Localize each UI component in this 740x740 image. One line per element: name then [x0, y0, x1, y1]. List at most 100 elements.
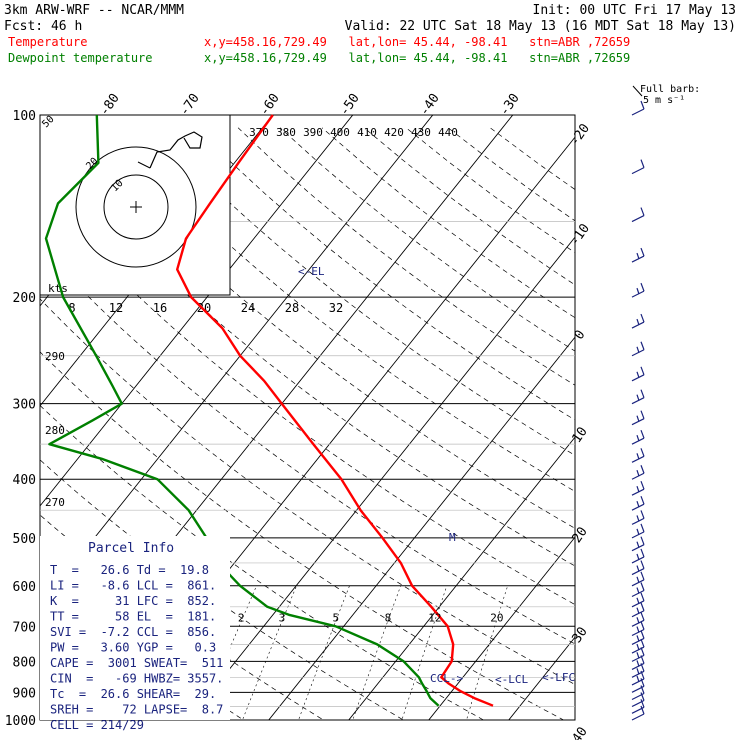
el-marker: <-EL [298, 265, 325, 278]
wind-barb [631, 313, 645, 329]
speed-axis-label: 8 [68, 301, 75, 315]
dry-adiabat [447, 127, 575, 222]
mixing-ratio-label: 20 [490, 611, 503, 624]
ccl-marker: CCL-> [430, 672, 463, 685]
parcel-info-title: Parcel Info [88, 541, 174, 556]
temperature-legend: Temperature [8, 35, 87, 49]
isotherm [268, 336, 575, 720]
pressure-label-700: 700 [13, 620, 36, 635]
parcel-info-panel: Parcel Info T = 26.6 Td = 19.8 LI = -8.6 … [40, 536, 230, 732]
wind-barb [631, 692, 645, 708]
isotherm [188, 236, 575, 720]
mixing-ratio-label: 3 [279, 611, 286, 624]
parcel-info-row: LI = -8.6 LCL = 861. [50, 579, 216, 593]
theta-side-label: 270 [45, 496, 65, 509]
mixing-ratio-label: 5 [332, 611, 339, 624]
mixing-ratio-line [298, 585, 350, 720]
dry-adiabat [405, 127, 575, 253]
parcel-info-row: PW = 3.60 YGP = 0.3 [50, 641, 216, 655]
parcel-info-row: CAPE = 3001 SWEAT= 511 [50, 656, 223, 670]
hodograph-speed-axis: 8 12 16 20 24 28 32 [68, 301, 343, 315]
wind-barb [631, 638, 645, 654]
dry-adiabat [40, 298, 575, 685]
mixing-ratio-labels: 2 3 5 8 12 20 [238, 611, 504, 624]
dry-adiabat [195, 127, 575, 421]
mixing-ratio-line [466, 585, 508, 720]
wind-barb [631, 207, 645, 223]
dry-adiabat [321, 127, 575, 319]
speed-axis-label: 28 [285, 301, 299, 315]
parcel-info-row: Tc = 26.6 SHEAR= 29. [50, 687, 216, 701]
temperature-location: x,y=458.16,729.49 lat,lon= 45.44, -98.41… [204, 35, 630, 49]
wind-barb [631, 602, 645, 618]
init-time: Init: 00 UTC Fri 17 May 13 [533, 3, 737, 18]
wind-barb [631, 621, 645, 637]
pressure-label-200: 200 [13, 291, 36, 306]
wind-barb [631, 647, 645, 662]
wind-barb [631, 448, 645, 463]
dewpoint-legend: Dewpoint temperature [8, 51, 153, 65]
wind-barb [631, 100, 645, 116]
isotherm [40, 115, 354, 507]
theta-label: 380 [276, 126, 296, 139]
theta-side-labels: 290 280 270 [45, 350, 65, 509]
speed-axis-label: 24 [241, 301, 255, 315]
mixing-ratio-line [242, 585, 297, 720]
dry-adiabat [40, 351, 565, 720]
hodograph-kts-label: kts [48, 282, 68, 295]
dry-adiabat [153, 127, 575, 456]
dry-adiabat [40, 193, 575, 605]
isotherm-label: 40 [569, 724, 590, 740]
pressure-label-500: 500 [13, 532, 36, 547]
speed-axis-label: 20 [197, 301, 211, 315]
speed-axis-label: 16 [153, 301, 167, 315]
pressure-label-600: 600 [13, 580, 36, 595]
isotherm [578, 87, 740, 733]
wind-barb [631, 495, 645, 511]
theta-label: 420 [384, 126, 404, 139]
pressure-axis-labels: 100 200 300 400 500 600 700 800 900 1000 [5, 109, 36, 729]
isotherm [508, 636, 575, 720]
pressure-label-400: 400 [13, 473, 36, 488]
theta-side-label: 290 [45, 350, 65, 363]
barb-legend-title: Full barb: [640, 84, 700, 95]
isotherm-label: 30 [569, 624, 590, 645]
wind-barb [631, 366, 645, 382]
mixing-ratio-label: 8 [385, 611, 392, 624]
hodograph-inset: 50 20 10 kts [39, 114, 231, 296]
wind-barb [631, 548, 645, 564]
wind-barb [631, 510, 645, 525]
parcel-info-row: TT = 58 EL = 181. [50, 610, 216, 624]
barb-legend-icon [632, 85, 643, 97]
parcel-info-row: T = 26.6 Td = 19.8 [50, 563, 209, 577]
wind-barb [631, 465, 645, 480]
speed-axis-label: 32 [329, 301, 343, 315]
theta-label: 430 [411, 126, 431, 139]
wind-barb [631, 480, 645, 496]
wind-barb [631, 282, 645, 298]
isotherm-label: 0 [572, 328, 589, 343]
hodograph-ring-outer [75, 146, 197, 268]
isotherm-label: -20 [567, 121, 593, 149]
wind-barb [631, 560, 645, 576]
isotherm-label: 10 [569, 424, 590, 445]
hodograph-trace [149, 131, 203, 169]
temperature-profile [175, 114, 494, 707]
forecast-hour: Fcst: 46 h [4, 19, 82, 34]
mixing-ratio-label: 12 [428, 611, 441, 624]
dry-adiabat [69, 127, 575, 529]
wind-barb [631, 410, 645, 426]
wind-barb [631, 705, 645, 721]
theta-label: 410 [357, 126, 377, 139]
lcl-marker: <-LCL [495, 673, 528, 686]
parcel-info-row: CELL = 214/29 [50, 718, 144, 732]
isotherm-label: 20 [569, 524, 590, 545]
isotherm-label: -10 [567, 221, 593, 249]
m-marker: M [449, 531, 456, 544]
wind-barb [631, 630, 645, 645]
wind-barb [631, 247, 645, 263]
parcel-info-row: SREH = 72 LAPSE= 8.7 [50, 703, 223, 717]
dry-adiabat [40, 246, 575, 645]
pressure-label-900: 900 [13, 686, 36, 701]
